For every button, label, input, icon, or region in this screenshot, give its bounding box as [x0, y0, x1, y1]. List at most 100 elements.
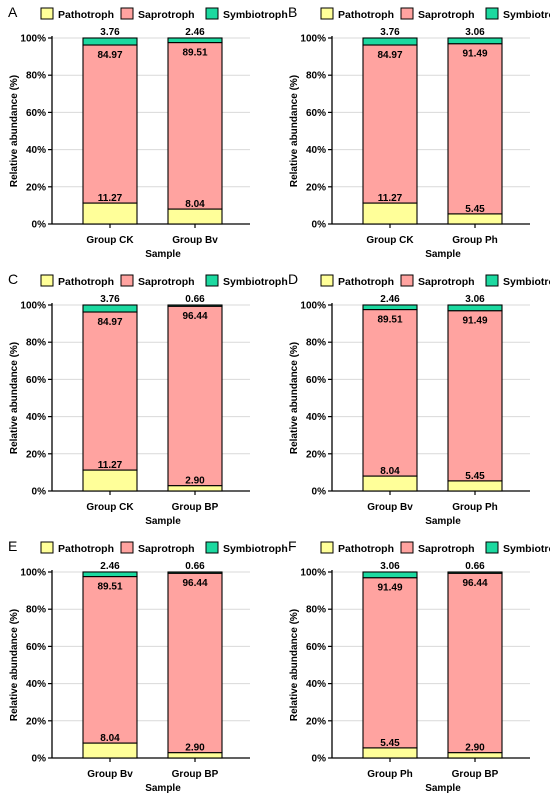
legend-label-symbiotroph: Symbiotroph [223, 543, 288, 555]
bar-segment-pathotroph [82, 202, 138, 225]
legend-swatch-saprotroph [120, 541, 134, 554]
panel-letter: E [8, 538, 17, 554]
y-tick-label: 20% [26, 449, 46, 460]
bar-segment-saprotroph [82, 44, 138, 204]
y-tick-label: 100% [20, 568, 46, 579]
y-tick-label: 20% [26, 716, 46, 727]
y-tick-label: 60% [306, 375, 326, 386]
data-label-saprotroph: 84.97 [97, 50, 122, 61]
y-tick-label: 40% [306, 145, 326, 156]
bar-segment-symbiotroph [447, 304, 503, 312]
y-tick-label: 0% [312, 487, 327, 498]
x-tick-label: Group Bv [87, 769, 133, 780]
data-label-saprotroph: 89.51 [182, 48, 207, 59]
legend-label-saprotroph: Saprotroph [418, 543, 475, 555]
y-axis-title: Relative abundance (%) [289, 609, 300, 721]
data-label-symbiotroph: 0.66 [185, 561, 205, 572]
x-tick-label: Group Ph [452, 502, 498, 513]
legend-swatch-saprotroph [400, 541, 414, 554]
legend-swatch-pathotroph [320, 274, 334, 287]
bar-segment-symbiotroph [362, 571, 418, 579]
data-label-pathotroph: 2.90 [185, 476, 205, 487]
data-label-pathotroph: 8.04 [380, 466, 400, 477]
data-label-pathotroph: 8.04 [100, 733, 120, 744]
y-axis-title: Relative abundance (%) [9, 75, 20, 187]
legend-swatch-saprotroph [400, 274, 414, 287]
data-label-saprotroph: 96.44 [182, 311, 207, 322]
legend-label-pathotroph: Pathotroph [58, 9, 114, 21]
y-tick-label: 20% [306, 182, 326, 193]
y-tick-label: 20% [26, 182, 46, 193]
legend-label-saprotroph: Saprotroph [418, 276, 475, 288]
legend-label-pathotroph: Pathotroph [338, 9, 394, 21]
panel-f: F Pathotroph Saprotroph Symbiotroph 0% 20% 40%… [288, 538, 550, 794]
y-axis-title: Relative abundance (%) [289, 75, 300, 187]
data-label-pathotroph: 11.27 [378, 193, 403, 204]
bar-segment-symbiotroph [167, 571, 223, 574]
legend-label-symbiotroph: Symbiotroph [503, 9, 550, 21]
legend-label-pathotroph: Pathotroph [58, 276, 114, 288]
y-tick-label: 80% [306, 605, 326, 616]
data-label-pathotroph: 2.90 [185, 743, 205, 754]
y-axis-title: Relative abundance (%) [289, 342, 300, 454]
bar-segment-symbiotroph [82, 37, 138, 46]
y-tick-label: 40% [26, 145, 46, 156]
y-tick-label: 20% [306, 716, 326, 727]
x-axis-title: Sample [145, 783, 181, 794]
data-label-symbiotroph: 3.06 [465, 294, 485, 305]
bar-segment-symbiotroph [82, 304, 138, 313]
bar-segment-pathotroph [167, 208, 223, 225]
legend-swatch-symbiotroph [205, 541, 219, 554]
bar-segment-pathotroph [447, 480, 503, 492]
data-label-pathotroph: 5.45 [380, 738, 400, 749]
bar-segment-pathotroph [362, 202, 418, 225]
y-axis-title: Relative abundance (%) [9, 342, 20, 454]
x-tick-label: Group Ph [367, 769, 413, 780]
bar-segment-pathotroph [362, 475, 418, 492]
legend-swatch-pathotroph [40, 274, 54, 287]
bar-segment-pathotroph [82, 469, 138, 492]
y-tick-label: 80% [306, 71, 326, 82]
x-tick-label: Group BP [172, 502, 219, 513]
data-label-saprotroph: 89.51 [377, 315, 402, 326]
data-label-saprotroph: 91.49 [462, 49, 487, 60]
legend-label-symbiotroph: Symbiotroph [223, 276, 288, 288]
bar-segment-pathotroph [447, 213, 503, 225]
y-tick-label: 0% [32, 754, 47, 765]
panel-b: B Pathotroph Saprotroph Symbiotroph 0% 20% 40%… [288, 4, 550, 260]
x-tick-label: Group CK [86, 502, 134, 513]
bar-segment-symbiotroph [82, 571, 138, 578]
y-tick-label: 60% [26, 642, 46, 653]
data-label-saprotroph: 89.51 [97, 582, 122, 593]
bar-segment-symbiotroph [447, 571, 503, 574]
data-label-saprotroph: 96.44 [182, 578, 207, 589]
y-tick-label: 0% [32, 487, 47, 498]
bar-segment-symbiotroph [447, 37, 503, 45]
legend-label-saprotroph: Saprotroph [138, 543, 195, 555]
legend-swatch-symbiotroph [205, 7, 219, 20]
data-label-pathotroph: 11.27 [98, 460, 123, 471]
legend-swatch-symbiotroph [485, 7, 499, 20]
y-tick-label: 60% [306, 108, 326, 119]
data-label-symbiotroph: 2.46 [185, 27, 205, 38]
y-tick-label: 0% [312, 220, 327, 231]
y-tick-label: 0% [312, 754, 327, 765]
data-label-symbiotroph: 3.06 [380, 561, 400, 572]
bar-segment-pathotroph [82, 742, 138, 759]
y-tick-label: 60% [306, 642, 326, 653]
y-tick-label: 60% [26, 108, 46, 119]
y-tick-label: 20% [306, 449, 326, 460]
legend-swatch-pathotroph [320, 541, 334, 554]
legend-label-saprotroph: Saprotroph [418, 9, 475, 21]
data-label-symbiotroph: 3.76 [100, 294, 120, 305]
data-label-pathotroph: 5.45 [465, 204, 485, 215]
x-tick-label: Group Ph [452, 235, 498, 246]
bar-segment-saprotroph [82, 576, 138, 744]
x-tick-label: Group BP [452, 769, 499, 780]
x-tick-label: Group CK [86, 235, 134, 246]
legend-label-pathotroph: Pathotroph [58, 543, 114, 555]
y-tick-label: 100% [20, 301, 46, 312]
legend-label-pathotroph: Pathotroph [338, 543, 394, 555]
legend-swatch-symbiotroph [205, 274, 219, 287]
